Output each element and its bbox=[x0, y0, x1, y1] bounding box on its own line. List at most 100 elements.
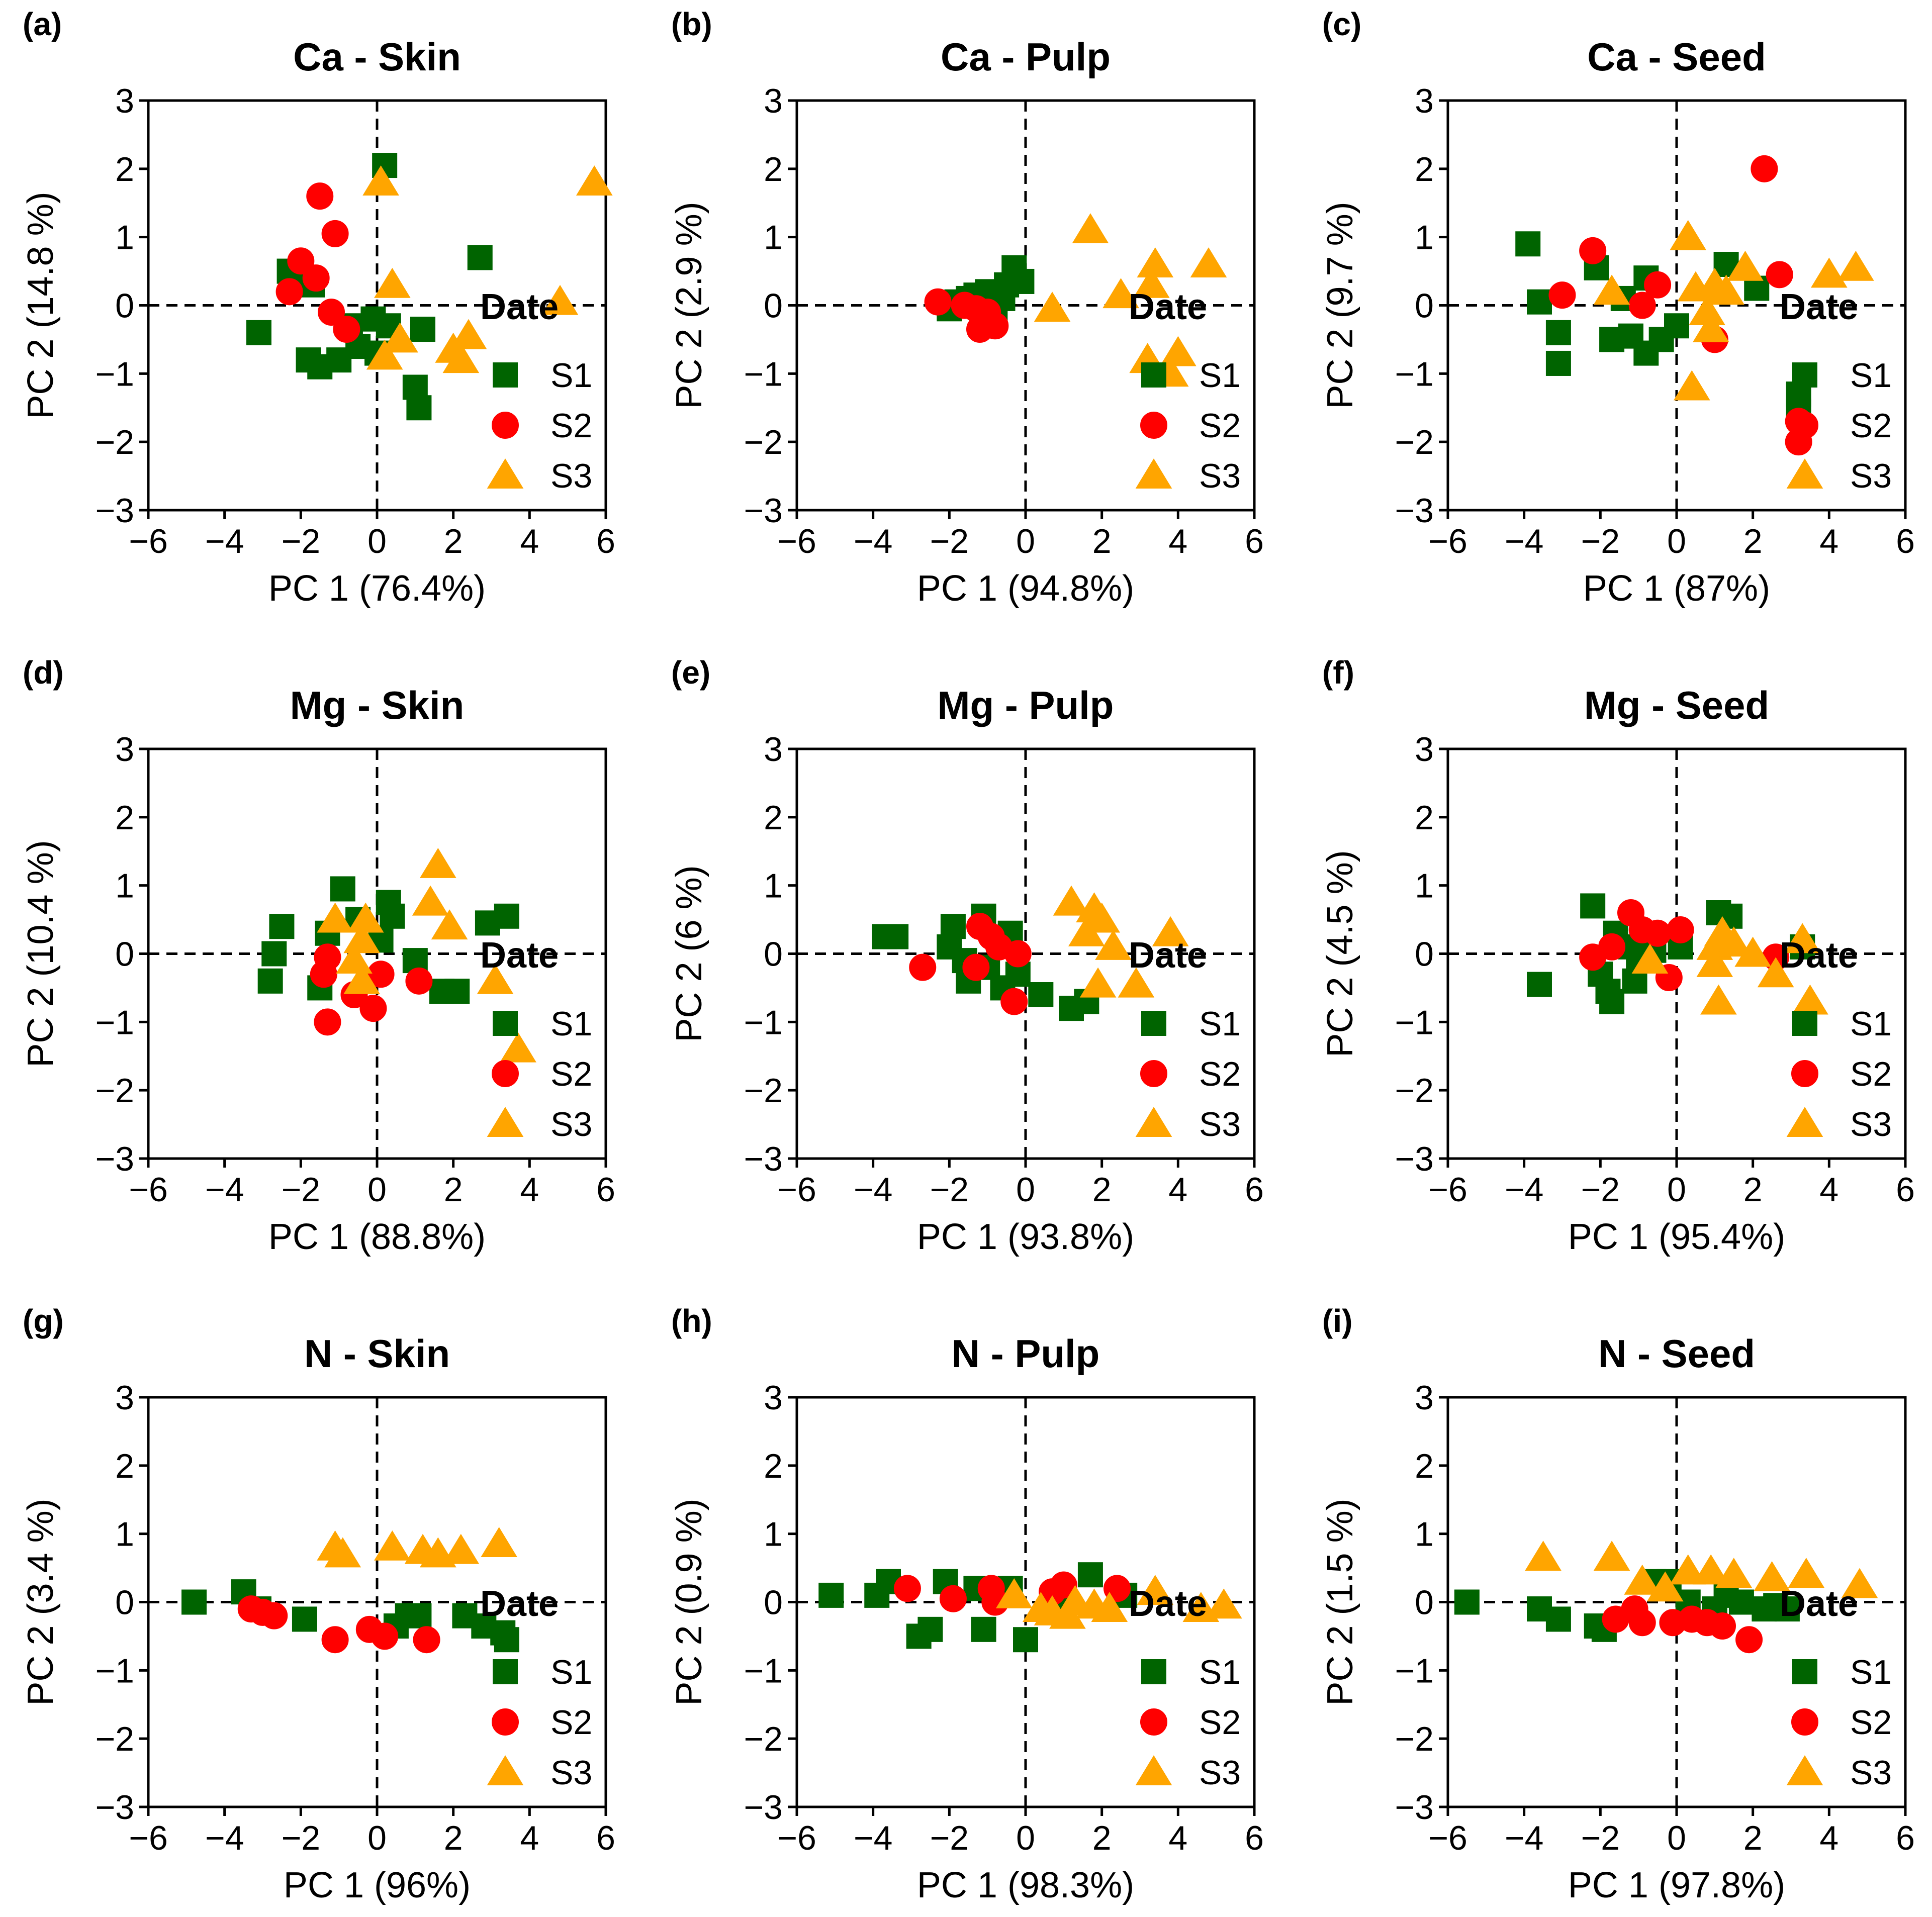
data-point-S1 bbox=[380, 903, 405, 929]
data-point-S3 bbox=[1083, 902, 1121, 933]
data-point-S3 bbox=[500, 1032, 536, 1063]
x-tick-label: −6 bbox=[129, 1171, 168, 1209]
data-point-S1 bbox=[490, 1620, 516, 1646]
series-S3 bbox=[362, 165, 613, 373]
panel-title: Ca - Skin bbox=[293, 35, 461, 79]
data-point-S2 bbox=[371, 1622, 399, 1650]
legend-label-S2: S2 bbox=[1199, 407, 1241, 445]
data-point-S3 bbox=[412, 885, 449, 916]
panel-i: (i) N - Seed −6 −4 −2 0 2 4 6 −3 −2 −1 0 1 2 3 PC 1 (97.… bbox=[1320, 1303, 1915, 1905]
data-point-S3 bbox=[431, 909, 468, 940]
data-point-S1 bbox=[269, 914, 295, 939]
data-point-S3 bbox=[1068, 916, 1105, 946]
y-tick-label: −2 bbox=[95, 1720, 134, 1758]
legend-marker-S1 bbox=[493, 362, 518, 388]
series-S3 bbox=[1053, 885, 1189, 998]
y-tick-label: 1 bbox=[1415, 1515, 1434, 1554]
data-point-S1 bbox=[1648, 327, 1674, 352]
panel-letter: (h) bbox=[671, 1303, 712, 1339]
legend-title: Date bbox=[1129, 935, 1207, 976]
data-point-S3 bbox=[576, 165, 613, 196]
data-point-S3 bbox=[1692, 1554, 1729, 1585]
data-point-S3 bbox=[477, 964, 514, 994]
data-point-S1 bbox=[1077, 1562, 1103, 1588]
y-axis-label: PC 2 (14.8 %) bbox=[21, 191, 61, 419]
legend-title: Date bbox=[1780, 935, 1858, 976]
data-point-S3 bbox=[1841, 1568, 1878, 1598]
y-axis-label: PC 2 (0.9 %) bbox=[669, 1498, 709, 1705]
y-tick-label: 2 bbox=[1415, 799, 1434, 837]
panel-title: Mg - Skin bbox=[290, 683, 465, 727]
y-tick-label: 3 bbox=[115, 82, 134, 120]
legend-marker-S1 bbox=[1792, 1659, 1817, 1684]
data-point-S3 bbox=[1159, 336, 1197, 366]
data-point-S2 bbox=[924, 288, 952, 316]
data-point-S3 bbox=[1810, 257, 1848, 288]
legend-label-S3: S3 bbox=[1199, 1105, 1241, 1143]
data-point-S1 bbox=[410, 317, 435, 342]
panel-title: Mg - Seed bbox=[1584, 683, 1769, 727]
legend-marker-S3 bbox=[487, 458, 524, 489]
y-tick-label: −1 bbox=[1395, 1652, 1434, 1690]
data-point-S3 bbox=[1708, 274, 1744, 305]
panel-c: (c) Ca - Seed −6 −4 −2 0 2 4 6 −3 −2 −1 0 1 2 3 PC 1 (87… bbox=[1320, 6, 1915, 609]
series-S1 bbox=[818, 1562, 1138, 1653]
data-point-S3 bbox=[1079, 967, 1117, 998]
y-tick-label: −2 bbox=[95, 423, 134, 461]
panel-letter: (b) bbox=[671, 6, 712, 42]
x-tick-label: 4 bbox=[1819, 522, 1838, 560]
data-point-S1 bbox=[494, 903, 519, 929]
x-tick-label: 0 bbox=[1667, 1819, 1686, 1857]
legend-marker-S3 bbox=[487, 1755, 524, 1785]
legend-label-S1: S1 bbox=[1199, 1653, 1241, 1691]
legend-marker-S2 bbox=[1791, 1708, 1818, 1736]
y-tick-label: −3 bbox=[744, 492, 783, 530]
x-tick-label: 4 bbox=[1168, 522, 1187, 560]
x-tick-label: −4 bbox=[854, 1819, 893, 1857]
legend-label-S3: S3 bbox=[550, 457, 592, 495]
legend-marker-S3 bbox=[1135, 1755, 1172, 1785]
legend-label-S1: S1 bbox=[1199, 1005, 1241, 1043]
legend-label-S2: S2 bbox=[1199, 1055, 1241, 1093]
legend-marker-S1 bbox=[493, 1011, 518, 1036]
data-point-S2 bbox=[275, 278, 303, 306]
data-point-S3 bbox=[1700, 984, 1737, 1015]
data-point-S1 bbox=[261, 941, 287, 967]
x-tick-label: −4 bbox=[205, 522, 244, 560]
data-point-S3 bbox=[995, 1578, 1033, 1608]
legend-label-S3: S3 bbox=[550, 1754, 592, 1792]
data-point-S3 bbox=[1072, 213, 1109, 244]
x-tick-label: −2 bbox=[930, 1819, 969, 1857]
x-tick-label: 6 bbox=[596, 1819, 615, 1857]
x-tick-label: −4 bbox=[1505, 1819, 1544, 1857]
data-point-S1 bbox=[1545, 350, 1571, 376]
y-axis-label: PC 2 (2.9 %) bbox=[669, 202, 709, 409]
y-tick-label: 0 bbox=[115, 1584, 134, 1622]
panel-h: (h) N - Pulp −6 −4 −2 0 2 4 6 −3 −2 −1 0 1 2 3 PC 1 (98.… bbox=[669, 1303, 1264, 1905]
data-point-S1 bbox=[1545, 320, 1571, 345]
legend-marker-S2 bbox=[1791, 1060, 1818, 1087]
x-axis-label: PC 1 (76.4%) bbox=[268, 568, 486, 609]
data-point-S3 bbox=[1757, 957, 1794, 988]
data-point-S3 bbox=[1670, 220, 1707, 250]
data-point-S3 bbox=[1727, 250, 1764, 281]
data-point-S3 bbox=[442, 343, 480, 373]
data-point-S2 bbox=[405, 967, 433, 995]
x-tick-label: 2 bbox=[444, 1819, 463, 1857]
data-point-S3 bbox=[1091, 1592, 1128, 1622]
legend-label-S2: S2 bbox=[1199, 1703, 1241, 1742]
data-point-S1 bbox=[1717, 903, 1743, 929]
legend-label-S1: S1 bbox=[550, 1005, 592, 1043]
data-point-S2 bbox=[314, 1008, 341, 1036]
data-point-S1 bbox=[246, 320, 271, 345]
y-tick-label: 0 bbox=[1415, 287, 1434, 325]
x-tick-label: 0 bbox=[367, 522, 387, 560]
data-point-S2 bbox=[260, 1602, 288, 1630]
data-point-S3 bbox=[1646, 1571, 1684, 1602]
legend-label-S2: S2 bbox=[1850, 407, 1892, 445]
series-S3 bbox=[1593, 220, 1874, 401]
legend-marker-S2 bbox=[1140, 412, 1167, 439]
data-point-S2 bbox=[939, 1585, 967, 1612]
data-point-S1 bbox=[406, 395, 432, 421]
data-point-S3 bbox=[1593, 274, 1630, 305]
